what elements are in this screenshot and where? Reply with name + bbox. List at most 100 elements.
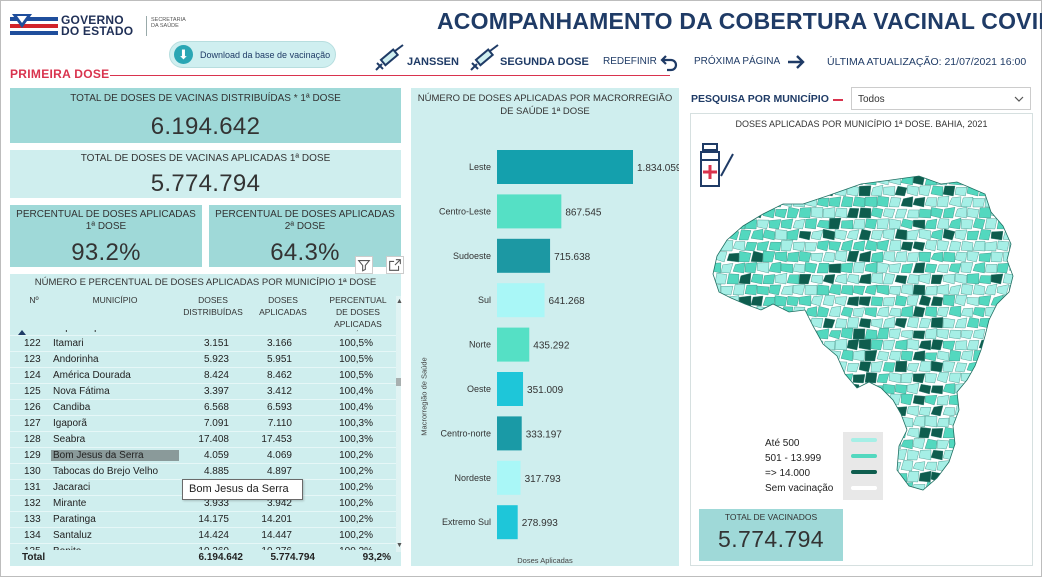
municipality-cell[interactable] xyxy=(966,317,980,329)
municipality-cell[interactable] xyxy=(864,329,878,340)
municipality-cell[interactable] xyxy=(762,186,776,197)
municipality-cell[interactable] xyxy=(822,427,836,439)
municipality-cell[interactable] xyxy=(852,349,866,362)
municipality-cell[interactable] xyxy=(972,329,986,340)
municipality-cell[interactable] xyxy=(816,197,830,208)
municipality-cell[interactable] xyxy=(978,295,992,307)
municipality-cell[interactable] xyxy=(1015,428,1027,438)
municipality-cell[interactable] xyxy=(816,373,830,384)
municipality-cell[interactable] xyxy=(732,307,746,318)
table-row[interactable]: 123 Andorinha 5.923 5.951 100,5% xyxy=(10,352,396,368)
municipality-cell[interactable] xyxy=(858,338,872,351)
municipality-cell[interactable] xyxy=(966,361,980,373)
municipality-cell[interactable] xyxy=(972,482,986,493)
table-row[interactable]: 132 Mirante 3.933 3.942 100,2% xyxy=(10,496,396,512)
municipality-cell[interactable] xyxy=(984,371,998,384)
table-row[interactable]: 133 Paratinga 14.175 14.201 100,2% xyxy=(10,512,396,528)
municipality-cell[interactable] xyxy=(888,197,902,208)
municipality-cell[interactable] xyxy=(870,273,884,285)
municipality-cell[interactable] xyxy=(882,228,896,241)
municipality-cell[interactable] xyxy=(822,361,836,373)
municipality-cell[interactable] xyxy=(942,317,956,329)
municipality-cell[interactable] xyxy=(810,230,824,241)
municipality-cell[interactable] xyxy=(906,363,920,373)
municipality-cell[interactable] xyxy=(948,394,962,406)
municipality-cell[interactable] xyxy=(750,339,764,351)
municipality-cell[interactable] xyxy=(751,494,763,504)
municipality-cell[interactable] xyxy=(960,483,974,493)
municipality-cell[interactable] xyxy=(924,438,938,450)
municipality-cell[interactable] xyxy=(720,285,734,296)
municipality-cell[interactable] xyxy=(792,328,806,340)
municipality-cell[interactable] xyxy=(709,240,722,252)
col-header-num[interactable]: Nº xyxy=(29,295,39,305)
municipality-cell[interactable] xyxy=(726,471,740,483)
municipality-cell[interactable] xyxy=(930,385,944,395)
municipality-cell[interactable] xyxy=(732,329,746,340)
municipality-cell[interactable] xyxy=(979,494,991,504)
municipality-cell[interactable] xyxy=(876,195,890,208)
municipality-cell[interactable] xyxy=(1021,307,1029,317)
municipality-cell[interactable] xyxy=(846,229,860,241)
municipality-cell[interactable] xyxy=(840,285,854,296)
municipality-cell[interactable] xyxy=(762,404,776,417)
municipality-cell[interactable] xyxy=(744,438,758,450)
municipality-cell[interactable] xyxy=(972,307,986,318)
municipality-cell[interactable] xyxy=(726,448,740,461)
municipality-cell[interactable] xyxy=(846,383,860,395)
municipality-cell[interactable] xyxy=(954,229,968,241)
municipality-cell[interactable] xyxy=(1008,350,1021,362)
municipality-cell[interactable] xyxy=(768,306,782,318)
municipality-cell[interactable] xyxy=(834,207,848,219)
municipality-cell[interactable] xyxy=(822,207,836,219)
municipality-cell[interactable] xyxy=(948,372,962,384)
municipality-cell[interactable] xyxy=(714,450,728,461)
municipality-cell[interactable] xyxy=(852,285,866,296)
municipality-cell[interactable] xyxy=(1021,198,1029,207)
municipality-cell[interactable] xyxy=(996,415,1010,428)
municipality-cell[interactable] xyxy=(804,218,818,230)
municipality-cell[interactable] xyxy=(936,395,950,406)
municipality-cell[interactable] xyxy=(990,471,1004,483)
municipality-cell[interactable] xyxy=(792,395,806,406)
municipality-cell[interactable] xyxy=(822,294,836,307)
municipality-cell[interactable] xyxy=(846,317,860,329)
municipality-cell[interactable] xyxy=(972,416,986,428)
municipality-cell[interactable] xyxy=(1027,429,1029,438)
municipality-cell[interactable] xyxy=(960,283,974,296)
municipality-cell[interactable] xyxy=(870,385,884,395)
municipality-cell[interactable] xyxy=(834,250,848,263)
municipality-cell[interactable] xyxy=(768,261,782,274)
municipality-cell[interactable] xyxy=(876,394,890,406)
municipality-cell[interactable] xyxy=(1008,416,1021,428)
municipality-cell[interactable] xyxy=(930,207,944,219)
municipality-cell[interactable] xyxy=(709,395,722,406)
municipality-cell[interactable] xyxy=(780,352,794,362)
municipality-cell[interactable] xyxy=(924,285,938,296)
municipality-cell[interactable] xyxy=(750,295,764,307)
municipality-cell[interactable] xyxy=(864,240,878,252)
municipality-cell[interactable] xyxy=(942,340,956,351)
scroll-down-icon[interactable]: ▼ xyxy=(396,542,403,549)
municipality-cell[interactable] xyxy=(834,318,848,329)
municipality-cell[interactable] xyxy=(804,415,818,428)
municipality-cell[interactable] xyxy=(894,275,908,285)
municipality-cell[interactable] xyxy=(744,395,758,406)
municipality-cell[interactable] xyxy=(816,220,830,230)
municipality-cell[interactable] xyxy=(828,460,842,472)
municipality-cell[interactable] xyxy=(828,305,842,318)
municipality-cell[interactable] xyxy=(984,394,998,406)
municipality-cell[interactable] xyxy=(709,460,722,472)
next-page-arrow-icon[interactable] xyxy=(786,52,806,72)
municipality-cell[interactable] xyxy=(732,438,746,450)
municipality-cell[interactable] xyxy=(1008,306,1021,318)
municipality-cell[interactable] xyxy=(828,217,842,230)
download-base-button[interactable]: ⬇ Download da base de vacinação xyxy=(169,41,336,68)
municipality-cell[interactable] xyxy=(972,373,986,384)
municipality-cell[interactable] xyxy=(738,449,752,461)
municipality-cell[interactable] xyxy=(930,339,944,351)
municipality-cell[interactable] xyxy=(762,274,776,285)
municipality-cell[interactable] xyxy=(714,228,728,241)
municipality-cell[interactable] xyxy=(1027,494,1029,504)
municipality-cell[interactable] xyxy=(804,351,818,362)
